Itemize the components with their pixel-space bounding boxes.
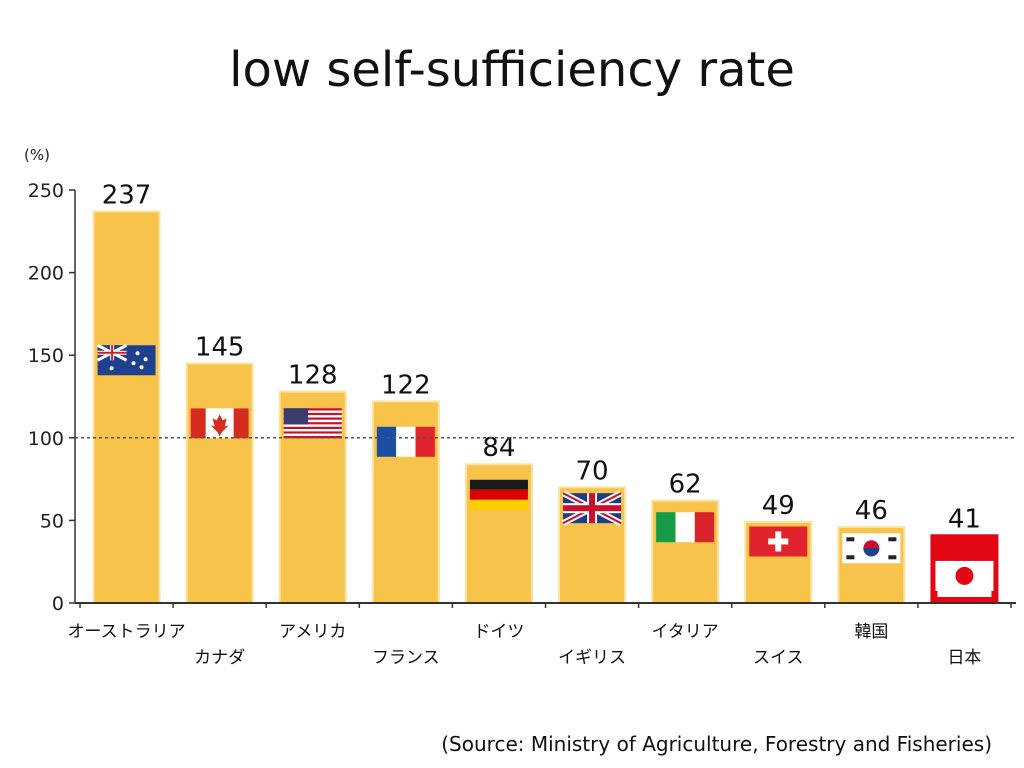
- data-label: 70: [576, 456, 609, 486]
- uk-flag: [561, 490, 623, 526]
- korea-flag: [842, 533, 901, 564]
- data-label: 128: [288, 361, 338, 391]
- category-label: イタリア: [651, 622, 718, 642]
- data-label: 237: [102, 180, 152, 210]
- category-label: 日本: [947, 648, 981, 668]
- usa-flag: [283, 408, 342, 439]
- switzerland-flag: [749, 526, 808, 557]
- canada-flag: [190, 408, 249, 439]
- category-label: フランス: [372, 648, 440, 668]
- bar-chart: (%) 0 50 100 150 200 250 237 オーストラリア 145 カナダ 128 アメリ…: [24, 146, 1016, 668]
- data-label: 46: [855, 496, 888, 526]
- slide-title: low self-sufficiency rate: [229, 42, 795, 98]
- category-label: オーストラリア: [67, 622, 185, 642]
- bar: [185, 362, 254, 604]
- data-label: 41: [948, 504, 981, 534]
- data-label: 145: [195, 332, 245, 362]
- y-tick-label: 100: [28, 428, 64, 450]
- source-note: (Source: Ministry of Agriculture, Forest…: [441, 732, 992, 756]
- japan-flag: [935, 560, 994, 591]
- category-label: カナダ: [194, 648, 245, 668]
- y-tick-label: 0: [52, 593, 64, 615]
- data-label: 62: [669, 470, 702, 500]
- data-label: 84: [482, 433, 515, 463]
- france-flag: [376, 426, 435, 457]
- y-tick-label: 250: [28, 180, 64, 202]
- y-tick-label: 200: [28, 263, 64, 285]
- y-axis-label: (%): [24, 146, 50, 164]
- category-label: スイス: [753, 648, 804, 668]
- bar: [92, 210, 161, 604]
- italy-flag: [656, 512, 715, 543]
- data-label: 49: [762, 491, 795, 521]
- category-label: イギリス: [558, 648, 626, 668]
- australia-flag: [96, 343, 156, 376]
- data-label: 122: [381, 370, 431, 400]
- y-tick-label: 50: [40, 510, 64, 532]
- category-label: 韓国: [854, 622, 888, 642]
- germany-flag: [469, 479, 528, 510]
- y-tick-label: 150: [28, 345, 64, 367]
- category-label: アメリカ: [279, 622, 346, 642]
- category-label: ドイツ: [473, 622, 524, 642]
